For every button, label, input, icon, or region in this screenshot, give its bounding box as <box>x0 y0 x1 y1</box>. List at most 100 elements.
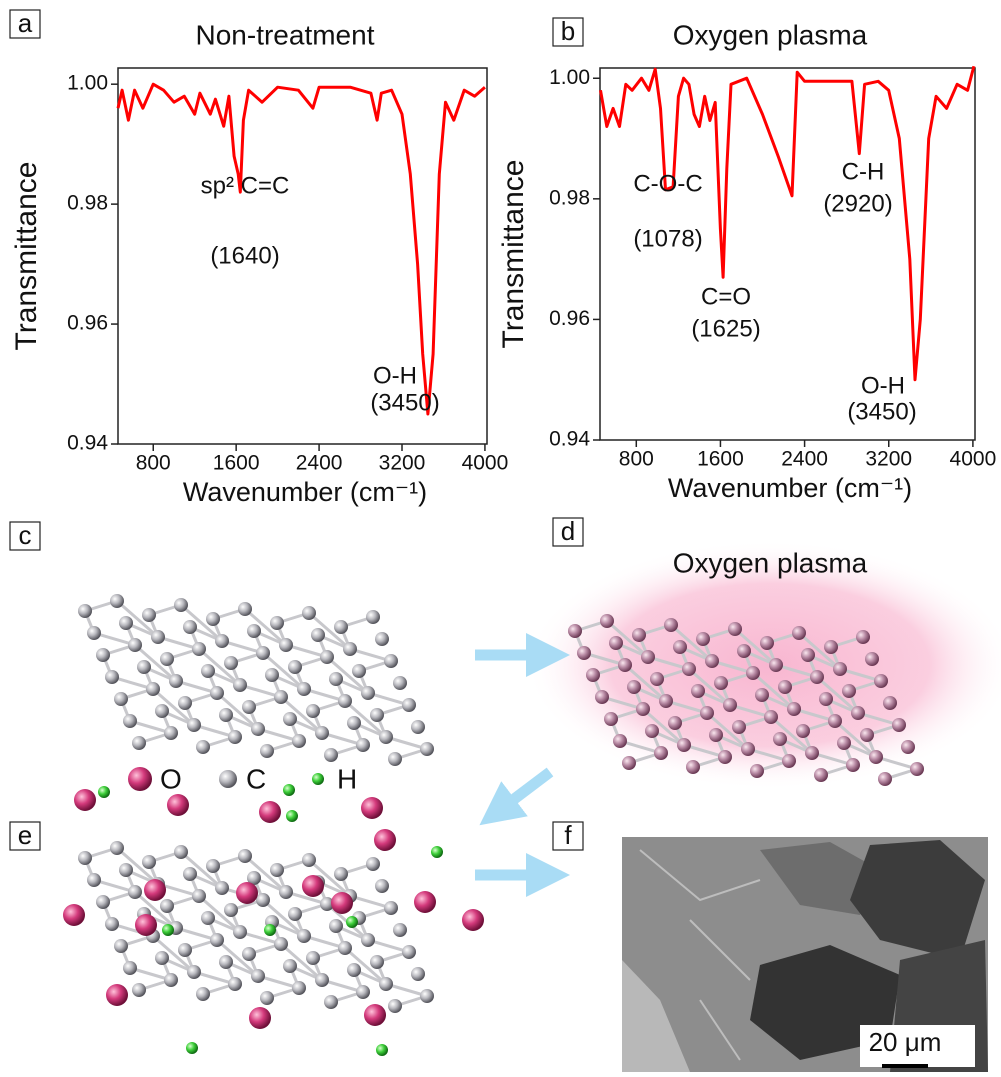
atom <box>105 670 119 684</box>
atom <box>366 610 380 624</box>
atom <box>251 969 265 983</box>
atom <box>215 881 229 895</box>
atom <box>132 736 146 750</box>
atom <box>792 626 806 640</box>
figure: abcdef Non-treatmentWavenumber (cm⁻¹)Tra… <box>0 0 1001 1072</box>
atom <box>288 907 302 921</box>
atom <box>228 730 242 744</box>
o-atom <box>331 892 353 914</box>
panel-label: e <box>18 820 32 850</box>
atom <box>613 734 627 748</box>
y-tick-label: 0.98 <box>549 186 590 209</box>
atom <box>219 708 233 722</box>
atom <box>306 951 320 965</box>
atom <box>732 720 746 734</box>
atom <box>123 961 137 975</box>
atom <box>883 696 897 710</box>
atom <box>846 758 860 772</box>
atom <box>402 945 416 959</box>
atom <box>636 702 650 716</box>
y-axis-label: Transmittance <box>497 160 530 349</box>
atom <box>114 939 128 953</box>
atom <box>260 744 274 758</box>
y-tick-label: 0.96 <box>549 307 590 330</box>
atom <box>155 951 169 965</box>
atom <box>206 859 220 873</box>
atom <box>384 901 398 915</box>
y-tick-label: 1.00 <box>549 66 590 89</box>
o-atom <box>259 801 281 823</box>
atom <box>242 700 256 714</box>
atom <box>878 772 892 786</box>
y-axis-label: Transmittance <box>10 162 43 351</box>
atom <box>577 646 591 660</box>
peak-annotation: (1640) <box>210 242 279 269</box>
x-tick-label: 800 <box>619 448 654 471</box>
x-tick-label: 1600 <box>697 448 744 471</box>
peak-annotation: C-H <box>842 158 885 185</box>
atom <box>164 726 178 740</box>
atom <box>119 863 133 877</box>
oxidized-lattice <box>63 784 484 1056</box>
peak-annotation: (3450) <box>370 389 439 416</box>
sem-image: 20 μm <box>622 837 988 1072</box>
atom <box>810 670 824 684</box>
atom <box>796 724 810 738</box>
atom <box>283 959 297 973</box>
atom <box>174 598 188 612</box>
atom <box>388 999 402 1013</box>
peak-annotation: (3450) <box>847 398 916 425</box>
atom <box>384 654 398 668</box>
atom <box>87 626 101 640</box>
atom <box>641 650 655 664</box>
atom <box>210 933 224 947</box>
chart-title: Non-treatment <box>196 19 375 50</box>
x-tick-label: 3200 <box>865 448 912 471</box>
atom <box>668 716 682 730</box>
atom <box>338 694 352 708</box>
legend-label: C <box>246 763 266 794</box>
atom <box>183 867 197 881</box>
atom <box>210 686 224 700</box>
atom <box>343 642 357 656</box>
atom <box>238 602 252 616</box>
atom <box>260 991 274 1005</box>
atom <box>233 678 247 692</box>
peak-annotation: (2920) <box>823 190 892 217</box>
legend-label: H <box>337 763 357 794</box>
atom <box>645 724 659 738</box>
atom <box>178 943 192 957</box>
atom <box>618 658 632 672</box>
peak-annotation: C=O <box>701 283 751 310</box>
o-atom <box>364 1004 386 1026</box>
atom <box>315 726 329 740</box>
h-atom <box>186 1042 198 1054</box>
atom <box>192 642 206 656</box>
y-tick-label: 0.94 <box>549 428 590 451</box>
atom <box>132 983 146 997</box>
o-atom <box>106 984 128 1006</box>
legend-c-atom <box>219 770 237 788</box>
atom <box>274 937 288 951</box>
atom <box>164 973 178 987</box>
panel-label: b <box>561 16 575 46</box>
panel-label: c <box>19 520 32 550</box>
atom <box>696 632 710 646</box>
atom <box>824 640 838 654</box>
atom <box>627 680 641 694</box>
x-tick-label: 4000 <box>462 452 509 475</box>
atom <box>750 764 764 778</box>
panel-label: f <box>564 820 572 850</box>
atom <box>595 690 609 704</box>
h-atom <box>376 1044 388 1056</box>
atom <box>270 863 284 877</box>
atom <box>760 636 774 650</box>
atom <box>737 644 751 658</box>
atom <box>728 622 742 636</box>
atom <box>128 638 142 652</box>
y-tick-label: 0.98 <box>67 192 108 215</box>
atom <box>828 714 842 728</box>
atom <box>402 698 416 712</box>
atom <box>215 634 229 648</box>
atom <box>388 752 402 766</box>
